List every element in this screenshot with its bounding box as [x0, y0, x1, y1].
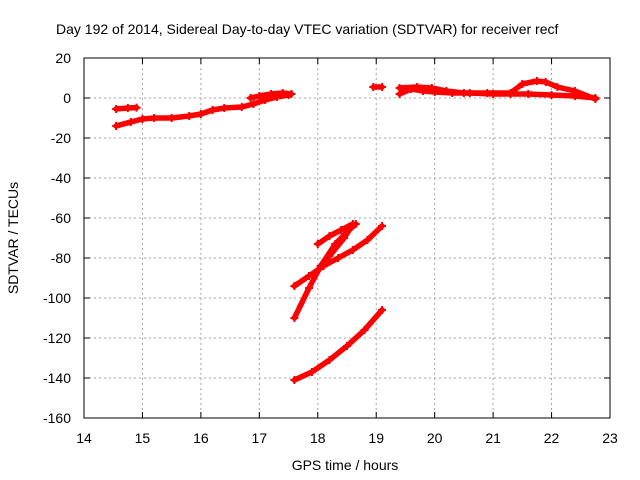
data-point: [278, 89, 287, 97]
data-point: [167, 114, 176, 122]
data-point: [348, 220, 357, 228]
x-tick-label: 17: [252, 430, 268, 446]
data-point: [547, 91, 556, 99]
y-tick-label: -20: [51, 130, 71, 146]
x-tick-label: 19: [368, 430, 384, 446]
data-point: [340, 234, 349, 242]
data-point: [220, 104, 229, 112]
x-tick-labels: 14 15 16 17 18 19 20 21 22 23: [76, 430, 618, 446]
data-point: [591, 95, 600, 103]
data-point: [506, 89, 515, 97]
data-point: [369, 83, 378, 91]
data-point: [305, 272, 314, 280]
data-point: [524, 90, 533, 98]
data-point: [325, 232, 334, 240]
data-point: [290, 314, 299, 322]
data-point: [126, 118, 135, 126]
y-axis-label: SDTVAR / TECUs: [5, 182, 21, 294]
data-point: [237, 103, 246, 111]
data-series-7: [291, 307, 385, 383]
axis-ticks: [83, 57, 611, 419]
x-tick-label: 22: [544, 430, 560, 446]
y-tick-label: -80: [51, 250, 71, 266]
data-point: [290, 282, 299, 290]
data-point: [112, 122, 121, 130]
data-point: [360, 326, 369, 334]
y-tick-label: -40: [51, 170, 71, 186]
data-point: [246, 94, 255, 102]
x-tick-label: 15: [135, 430, 151, 446]
data-point: [196, 110, 205, 118]
data-point: [570, 87, 579, 95]
data-point: [325, 356, 334, 364]
data-point: [255, 92, 264, 100]
data-point: [532, 77, 541, 85]
data-point: [310, 270, 319, 278]
x-tick-label: 23: [602, 430, 618, 446]
plot-frame: [83, 57, 611, 419]
data-point: [150, 114, 159, 122]
data-point: [185, 112, 194, 120]
data-point: [363, 236, 372, 244]
data-point: [132, 103, 141, 112]
data-point: [541, 78, 550, 86]
data-point: [325, 252, 334, 260]
data-point: [287, 90, 296, 98]
data-point: [378, 83, 387, 91]
data-point: [334, 254, 343, 262]
data-point: [267, 90, 276, 98]
data-point: [442, 87, 451, 95]
x-tick-label: 20: [427, 430, 443, 446]
data-point: [307, 368, 316, 376]
data-point: [249, 100, 258, 108]
x-tick-label: 14: [76, 430, 92, 446]
data-point: [337, 226, 346, 234]
data-point: [378, 222, 387, 230]
data-point: [378, 306, 387, 314]
y-tick-label: 20: [55, 50, 71, 66]
y-tick-label: -160: [43, 410, 71, 426]
x-axis-label: GPS time / hours: [292, 457, 399, 473]
data-point: [483, 89, 492, 97]
x-tick-label: 21: [485, 430, 501, 446]
data-point: [518, 80, 527, 88]
x-tick-label: 16: [193, 430, 209, 446]
data-point: [459, 89, 468, 97]
data-point: [290, 376, 299, 384]
y-tick-labels: -160 -140 -120 -100 -80 -60 -40 -20 0 20: [43, 50, 71, 426]
chart-title: Day 192 of 2014, Sidereal Day-to-day VTE…: [56, 21, 558, 37]
y-tick-label: -120: [43, 330, 71, 346]
data-points: [112, 77, 600, 384]
data-point: [313, 240, 322, 248]
data-point: [123, 104, 132, 112]
data-point: [343, 342, 351, 350]
y-tick-label: -100: [43, 290, 71, 306]
data-point: [348, 246, 357, 254]
y-tick-label: -60: [51, 210, 71, 226]
data-series-10: [312, 221, 356, 277]
data-point: [395, 84, 404, 92]
x-tick-label: 18: [310, 430, 326, 446]
data-point: [138, 115, 147, 123]
data-point: [413, 83, 422, 91]
data-point: [553, 83, 562, 91]
data-point: [208, 106, 217, 114]
data-point: [305, 284, 314, 292]
data-point: [427, 84, 436, 92]
y-tick-label: -140: [43, 370, 71, 386]
data-point: [112, 105, 121, 113]
y-tick-label: 0: [63, 90, 71, 106]
